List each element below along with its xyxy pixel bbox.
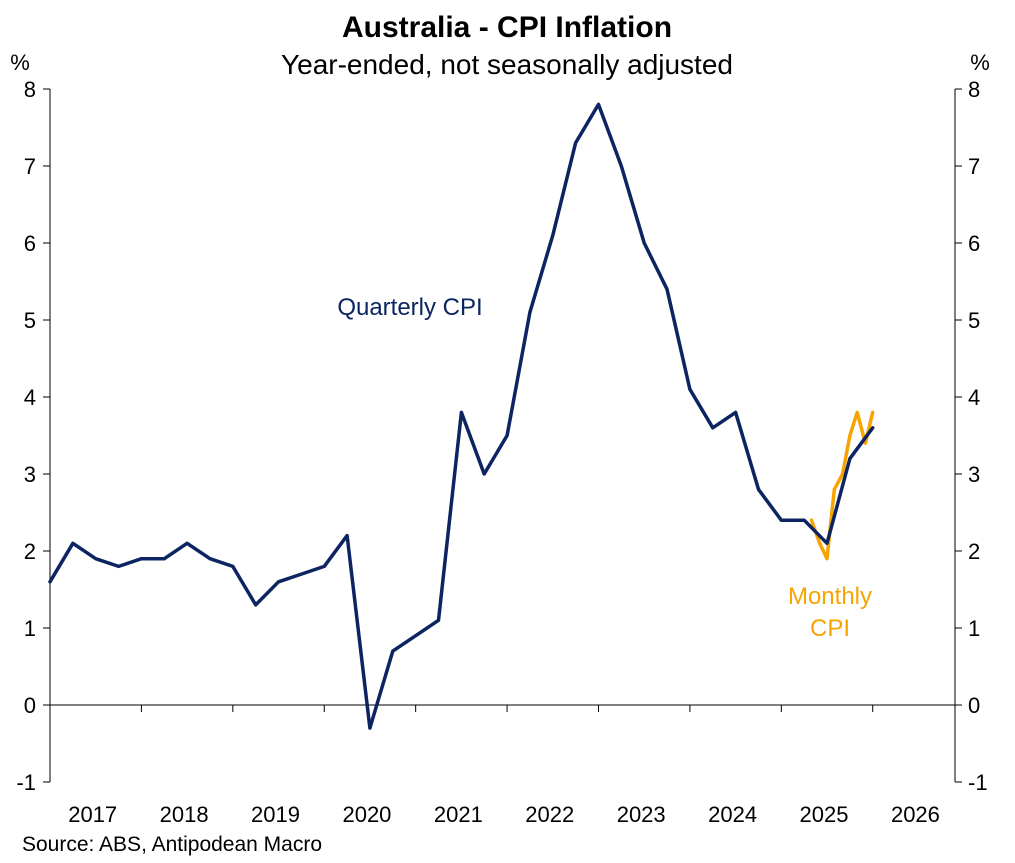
y-tick-label-right: 2 xyxy=(968,539,980,564)
x-tick-label: 2022 xyxy=(525,802,574,827)
chart-subtitle: Year-ended, not seasonally adjusted xyxy=(281,49,733,80)
x-tick-label: 2026 xyxy=(891,802,940,827)
y-tick-label-left: 1 xyxy=(24,616,36,641)
x-tick-label: 2024 xyxy=(708,802,757,827)
y-tick-label-right: 3 xyxy=(968,462,980,487)
y-tick-label-right: 1 xyxy=(968,616,980,641)
quarterly-cpi-line xyxy=(48,102,875,730)
chart-title: Australia - CPI Inflation xyxy=(342,11,672,44)
y-tick-label-left: -1 xyxy=(16,770,36,795)
y-tick-label-right: 6 xyxy=(968,231,980,256)
x-tick-label: 2021 xyxy=(434,802,483,827)
monthly-cpi-label: Monthly xyxy=(788,583,872,610)
y-axis-unit-right: % xyxy=(970,50,990,75)
y-axis-unit-left: % xyxy=(10,50,30,75)
y-tick-label-left: 0 xyxy=(24,693,36,718)
y-tick-label-right: 5 xyxy=(968,308,980,333)
monthly-cpi-label: CPI xyxy=(810,615,850,642)
y-tick-label-left: 5 xyxy=(24,308,36,333)
x-tick-label: 2025 xyxy=(800,802,849,827)
x-tick-label: 2018 xyxy=(160,802,209,827)
y-tick-label-right: 4 xyxy=(968,385,980,410)
x-tick-label: 2020 xyxy=(342,802,391,827)
y-tick-label-left: 4 xyxy=(24,385,36,410)
y-tick-label-left: 7 xyxy=(24,154,36,179)
y-tick-label-right: 0 xyxy=(968,693,980,718)
y-tick-label-left: 3 xyxy=(24,462,36,487)
y-tick-label-left: 8 xyxy=(24,77,36,102)
quarterly-cpi-label: Quarterly CPI xyxy=(337,294,482,321)
y-tick-label-right: 7 xyxy=(968,154,980,179)
monthly-cpi-line xyxy=(809,410,875,561)
y-tick-label-right: 8 xyxy=(968,77,980,102)
source-note: Source: ABS, Antipodean Macro xyxy=(22,833,322,856)
x-tick-label: 2023 xyxy=(617,802,666,827)
x-tick-label: 2019 xyxy=(251,802,300,827)
x-tick-label: 2017 xyxy=(68,802,117,827)
y-tick-label-left: 6 xyxy=(24,231,36,256)
series-layer xyxy=(48,102,875,730)
axes: -1 -1 0 0 1 1 2 2 3 3 4 4 5 5 6 6 7 7 8 8 2017 2018 2019 2020 20… xyxy=(16,77,987,827)
y-tick-label-right: -1 xyxy=(968,770,988,795)
y-tick-label-left: 2 xyxy=(24,539,36,564)
series-labels: Quarterly CPI Monthly CPI xyxy=(337,294,872,642)
